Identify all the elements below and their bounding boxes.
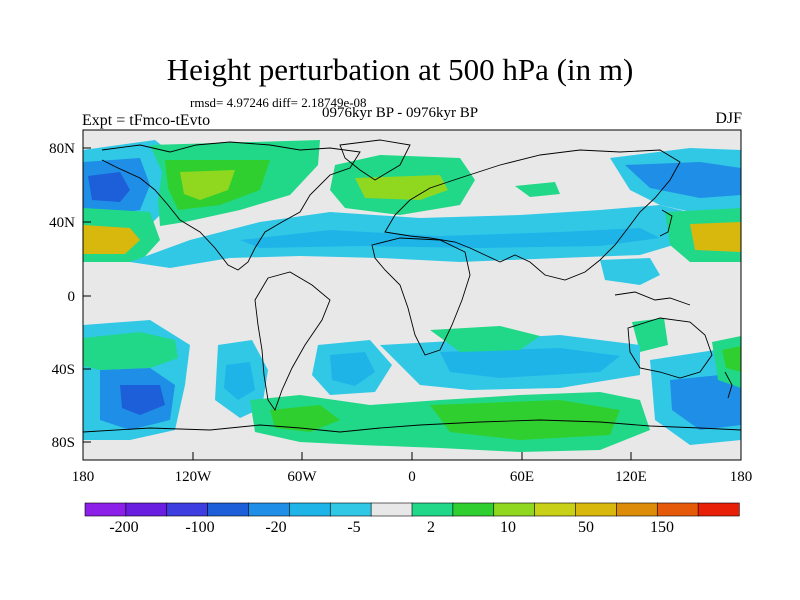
y-tick-label-80n: 80N bbox=[49, 141, 75, 157]
australia-east-positive-core bbox=[722, 346, 741, 372]
colorbar-swatch bbox=[125, 502, 168, 517]
coast-greenland bbox=[339, 139, 411, 181]
colorbar-label: 50 bbox=[578, 519, 594, 536]
coast-south-america bbox=[254, 271, 331, 411]
indian-ocean-positive-mid bbox=[430, 326, 540, 352]
colorbar-swatch bbox=[452, 502, 495, 517]
colorbar-label: 150 bbox=[650, 519, 674, 536]
experiment-label: Expt = tFmco-tEvto bbox=[82, 112, 211, 129]
x-tick-label-120w: 120W bbox=[175, 469, 213, 485]
indian-ocean-negative-core bbox=[440, 348, 620, 378]
coast-new-zealand bbox=[724, 371, 733, 399]
colorbar-swatch bbox=[411, 502, 454, 517]
x-tick-label-180e: 180 bbox=[730, 469, 753, 485]
atlantic-positive-core bbox=[355, 175, 448, 200]
x-tick-label-60w: 60W bbox=[287, 469, 317, 485]
coast-japan bbox=[659, 209, 673, 237]
tropical-negative-patch bbox=[600, 258, 660, 285]
colorbar bbox=[84, 502, 740, 517]
coastlines bbox=[83, 139, 741, 433]
colorbar-label: 2 bbox=[427, 519, 435, 536]
map-field bbox=[83, 130, 741, 460]
south-atlantic-negative-core bbox=[330, 352, 375, 386]
colorbar-swatch bbox=[289, 502, 331, 517]
colorbar-label: 10 bbox=[500, 519, 516, 536]
colorbar-swatch bbox=[370, 502, 413, 517]
colorbar-swatch bbox=[329, 502, 372, 517]
southern-pacific-east-negative-core bbox=[670, 375, 741, 430]
southern-ocean-positive-west-core bbox=[270, 405, 340, 432]
coast-north-america bbox=[101, 141, 361, 271]
coast-africa bbox=[371, 237, 471, 356]
x-tick-label-0: 0 bbox=[408, 469, 416, 485]
south-pacific-negative-inner bbox=[120, 385, 165, 415]
colorbar-swatch bbox=[493, 502, 536, 517]
colorbar-labels: -200 -100 -20 -5 2 10 50 150 bbox=[109, 519, 674, 536]
colorbar-label: -200 bbox=[109, 519, 138, 536]
coast-antarctica bbox=[83, 419, 741, 433]
season-label: DJF bbox=[715, 110, 742, 127]
colorbar-label: -5 bbox=[347, 519, 360, 536]
colorbar-swatch bbox=[575, 502, 617, 517]
south-pacific-positive-west bbox=[83, 332, 178, 370]
axis-ticks bbox=[82, 147, 742, 460]
colorbar-label: -20 bbox=[265, 519, 286, 536]
colorbar-swatch bbox=[534, 502, 577, 517]
north-pacific-negative-inner bbox=[88, 172, 130, 202]
colorbar-swatch bbox=[84, 502, 127, 517]
rmsd-stats: rmsd= 4.97246 diff= 2.18749e-08 bbox=[190, 95, 367, 110]
south-america-negative-core bbox=[224, 362, 255, 400]
x-tick-label-180w: 180 bbox=[72, 469, 95, 485]
y-tick-label-0: 0 bbox=[68, 289, 76, 305]
y-tick-label-40s: 40S bbox=[52, 362, 75, 378]
north-pacific-east-negative-core bbox=[625, 162, 741, 198]
colorbar-swatch bbox=[166, 502, 209, 517]
colorbar-label: -100 bbox=[185, 519, 214, 536]
coast-eurasia bbox=[384, 149, 681, 281]
colorbar-swatch bbox=[207, 502, 250, 517]
x-tick-label-120e: 120E bbox=[615, 469, 647, 485]
eurasia-band-negative-core bbox=[240, 228, 660, 248]
midlat-pacific-positive-west-core bbox=[83, 225, 140, 254]
map-title: Height perturbation at 500 hPa (in m) bbox=[166, 52, 634, 87]
southern-ocean-positive-core bbox=[430, 400, 620, 440]
colorbar-swatch bbox=[616, 502, 658, 517]
indian-ocean-positive bbox=[632, 318, 668, 352]
y-tick-label-40n: 40N bbox=[49, 215, 75, 231]
y-tick-label-80s: 80S bbox=[52, 435, 75, 451]
coast-australia bbox=[627, 317, 713, 379]
colorbar-swatch bbox=[248, 502, 290, 517]
coast-maritime-continent bbox=[614, 291, 691, 306]
arctic-positive-small bbox=[515, 182, 560, 197]
canada-positive-inner bbox=[180, 170, 235, 200]
x-tick-label-60e: 60E bbox=[510, 469, 534, 485]
colorbar-swatch bbox=[656, 502, 699, 517]
colorbar-swatch bbox=[697, 502, 740, 517]
midlat-pacific-positive-east-core bbox=[690, 222, 741, 252]
time-period: 0976kyr BP - 0976kyr BP bbox=[322, 105, 479, 121]
